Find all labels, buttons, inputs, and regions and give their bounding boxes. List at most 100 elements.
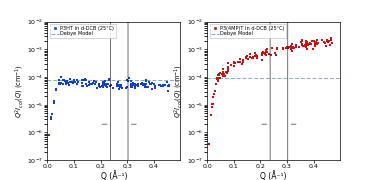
- Point: [304, 48, 310, 51]
- Point: [114, 82, 120, 85]
- Point: [147, 83, 153, 86]
- Point: [63, 81, 69, 84]
- Point: [305, 43, 311, 46]
- Point: [166, 83, 172, 86]
- Point: [129, 86, 135, 88]
- Point: [132, 84, 138, 87]
- Point: [266, 52, 272, 55]
- Point: [96, 84, 102, 87]
- Point: [322, 41, 328, 44]
- Point: [329, 42, 335, 44]
- Point: [299, 39, 305, 42]
- Point: [105, 82, 112, 85]
- X-axis label: Q (Å⁻¹): Q (Å⁻¹): [260, 171, 287, 180]
- Point: [110, 86, 116, 89]
- Point: [124, 86, 130, 89]
- Point: [56, 83, 62, 86]
- Point: [160, 84, 166, 87]
- Point: [142, 85, 148, 88]
- Point: [231, 64, 237, 67]
- Point: [319, 38, 325, 41]
- Point: [253, 54, 259, 57]
- Point: [240, 60, 246, 63]
- Point: [221, 73, 227, 76]
- Point: [261, 52, 267, 55]
- Point: [115, 85, 121, 87]
- Point: [260, 52, 266, 55]
- Point: [103, 83, 109, 86]
- Point: [243, 57, 249, 60]
- Point: [104, 82, 110, 85]
- Point: [325, 41, 331, 44]
- Point: [215, 77, 221, 80]
- Point: [130, 82, 136, 84]
- Point: [225, 69, 231, 72]
- Point: [303, 40, 309, 43]
- Point: [124, 86, 130, 89]
- Point: [299, 39, 305, 42]
- Point: [116, 84, 122, 87]
- Point: [64, 82, 70, 85]
- Point: [208, 113, 214, 116]
- Point: [299, 44, 305, 47]
- Point: [209, 103, 215, 106]
- Point: [96, 82, 102, 85]
- Point: [67, 78, 73, 80]
- Point: [104, 82, 110, 85]
- Point: [104, 82, 110, 85]
- Point: [165, 90, 171, 93]
- Point: [102, 80, 108, 82]
- Point: [300, 45, 306, 48]
- Point: [101, 83, 107, 86]
- Point: [259, 51, 265, 54]
- Point: [108, 83, 114, 86]
- Point: [247, 55, 253, 58]
- Point: [118, 85, 124, 88]
- Point: [254, 56, 260, 59]
- Point: [303, 43, 309, 46]
- Point: [93, 87, 99, 90]
- Point: [311, 42, 318, 44]
- Point: [287, 46, 293, 49]
- Point: [79, 78, 85, 81]
- X-axis label: Q (Å⁻¹): Q (Å⁻¹): [101, 171, 127, 180]
- Point: [216, 72, 222, 75]
- Point: [272, 52, 278, 55]
- Point: [243, 56, 249, 58]
- Point: [212, 89, 218, 92]
- Point: [132, 86, 138, 89]
- Point: [247, 53, 253, 56]
- Point: [79, 81, 85, 84]
- Point: [303, 46, 309, 49]
- Point: [288, 47, 294, 50]
- Point: [90, 83, 96, 86]
- Point: [206, 142, 212, 145]
- Point: [215, 77, 221, 80]
- Point: [101, 81, 107, 84]
- Point: [213, 82, 219, 85]
- Point: [70, 82, 76, 84]
- Point: [225, 62, 231, 65]
- Point: [65, 82, 71, 85]
- Point: [315, 42, 321, 45]
- Point: [139, 83, 146, 86]
- Point: [312, 44, 318, 47]
- Point: [239, 63, 245, 66]
- Point: [280, 47, 286, 50]
- Point: [104, 85, 110, 88]
- Point: [60, 78, 66, 81]
- Point: [56, 82, 62, 84]
- Point: [57, 82, 63, 85]
- Point: [321, 40, 327, 43]
- Point: [235, 61, 242, 64]
- Point: [145, 86, 151, 89]
- Point: [215, 80, 221, 82]
- Point: [290, 43, 296, 46]
- Point: [132, 82, 138, 85]
- Point: [283, 47, 289, 50]
- Point: [149, 87, 155, 90]
- Point: [314, 42, 321, 45]
- Point: [313, 41, 319, 44]
- Point: [140, 83, 146, 86]
- Point: [264, 47, 270, 50]
